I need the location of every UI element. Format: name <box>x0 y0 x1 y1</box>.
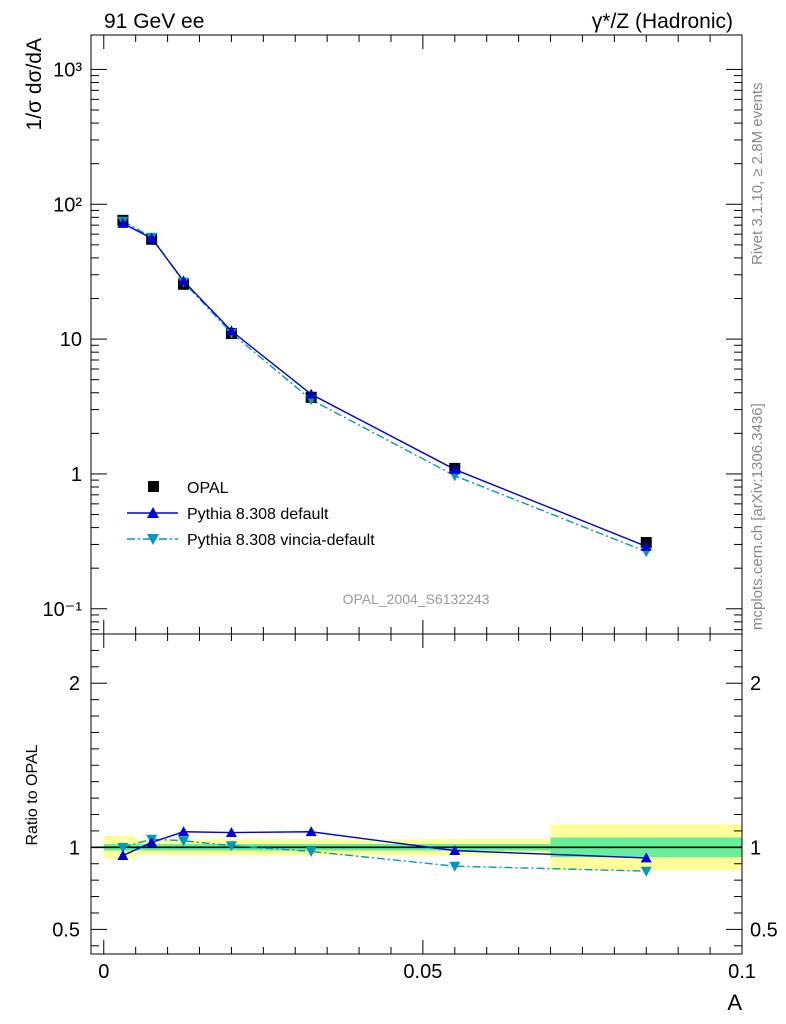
header-left-label: 91 GeV ee <box>104 10 204 33</box>
series-line-pythia-default <box>122 222 647 548</box>
main-y-tick-label: 10² <box>53 194 82 216</box>
legend-label-pythia-vincia: Pythia 8.308 vincia-default <box>187 532 375 549</box>
ratio-point-pythia-vincia <box>449 861 461 872</box>
ratio-y-axis-label: Ratio to OPAL <box>24 744 41 845</box>
ratio-panel: 0 0.05 0.1 0.5 0.5 1 1 2 2 <box>52 633 778 983</box>
data-point-pythia-default <box>178 275 190 286</box>
data-point-pythia-default <box>449 463 461 474</box>
series-line-pythia-vincia <box>122 220 647 553</box>
ratio-frame <box>90 633 743 955</box>
ratio-y-tick-label-right: 0.5 <box>750 919 778 941</box>
main-y-tick-label: 10³ <box>53 59 82 81</box>
analysis-tag: OPAL_2004_S6132243 <box>343 591 490 607</box>
ratio-point-pythia-default <box>117 850 129 860</box>
ratio-point-pythia-default <box>305 826 317 837</box>
legend: OPAL Pythia 8.308 default Pythia 8.308 v… <box>127 480 375 549</box>
data-point-pythia-default <box>640 540 652 551</box>
main-y-axis-label: 1/σ dσ/dA <box>23 38 46 130</box>
ratio-y-tick-label-right: 2 <box>750 673 761 695</box>
ratio-y-tick-label: 1 <box>69 837 80 859</box>
legend-item-pythia-vincia: Pythia 8.308 vincia-default <box>127 532 375 549</box>
main-y-tick-label: 1 <box>71 464 82 486</box>
header-right-label: γ*/Z (Hadronic) <box>592 10 733 33</box>
x-tick-label: 0 <box>98 961 109 983</box>
main-y-tick-label: 10⁻¹ <box>43 599 83 621</box>
x-tick-label: 0.05 <box>403 961 442 983</box>
legend-item-pythia-default: Pythia 8.308 default <box>127 506 329 523</box>
ratio-point-pythia-vincia <box>305 847 317 857</box>
ratio-point-pythia-vincia <box>117 842 129 853</box>
ratio-point-pythia-vincia <box>640 866 652 877</box>
rivet-version-label: Rivet 3.1.10, ≥ 2.8M events <box>749 83 766 266</box>
ratio-y-tick-label: 0.5 <box>52 919 80 941</box>
main-panel: 10⁻¹ 1 10 10² 10³ <box>43 34 743 635</box>
ratio-point-pythia-default <box>146 836 158 847</box>
legend-marker-pythia-vincia <box>147 534 159 545</box>
x-axis-label: A <box>727 990 742 1015</box>
ratio-point-pythia-vincia <box>225 841 237 852</box>
legend-marker-opal <box>148 481 159 492</box>
data-point-pythia-default <box>146 232 158 243</box>
x-tick-label: 0.1 <box>728 961 756 983</box>
legend-item-opal: OPAL <box>148 480 229 497</box>
data-point-pythia-default <box>225 325 237 336</box>
ratio-point-pythia-default <box>178 826 190 837</box>
ratio-y-tick-label: 2 <box>69 673 80 695</box>
ratio-y-tick-label-right: 1 <box>750 837 761 859</box>
data-point-pythia-default <box>305 388 317 399</box>
ratio-point-pythia-default <box>640 852 652 863</box>
main-y-tick-label: 10 <box>60 329 82 351</box>
ratio-point-pythia-vincia <box>178 836 190 847</box>
legend-marker-pythia-default <box>147 507 159 518</box>
ratio-point-pythia-default <box>449 845 461 856</box>
mcplots-credit-label: mcplots.cern.ch [arXiv:1306.3436] <box>749 403 766 630</box>
legend-label-opal: OPAL <box>187 480 229 497</box>
data-point-pythia-default <box>117 217 129 228</box>
ratio-point-pythia-default <box>225 827 237 837</box>
legend-label-pythia-default: Pythia 8.308 default <box>187 506 329 523</box>
